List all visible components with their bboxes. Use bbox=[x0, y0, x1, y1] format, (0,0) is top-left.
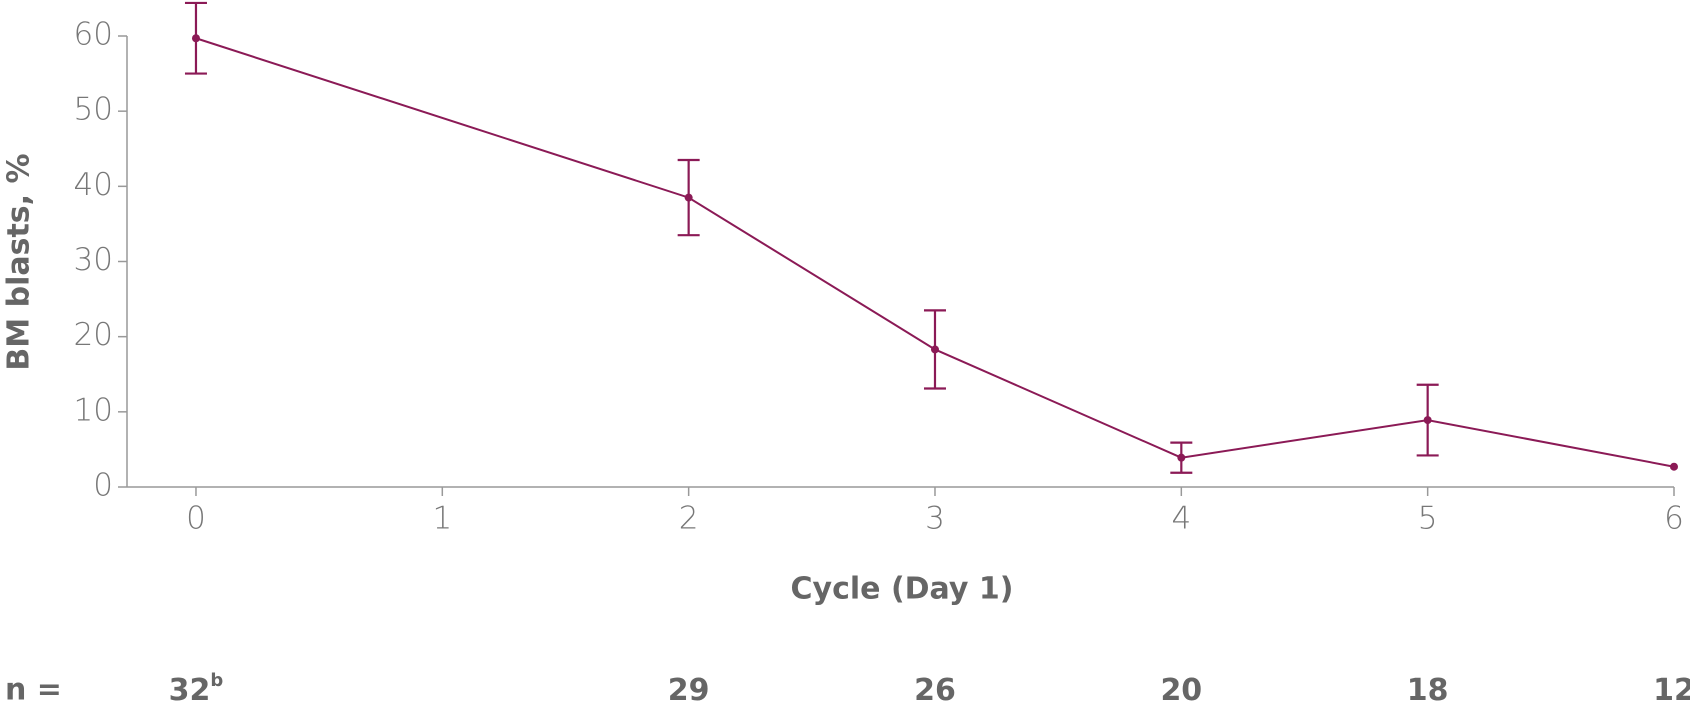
x-tick-label: 5 bbox=[1418, 501, 1438, 537]
y-tick-label: 60 bbox=[74, 17, 113, 53]
line bbox=[195, 37, 1675, 468]
n-count-value: 26 bbox=[914, 673, 956, 708]
n-row-label: n = bbox=[5, 673, 62, 708]
y-tick-label: 10 bbox=[74, 392, 113, 428]
point bbox=[930, 345, 939, 354]
n-count-value: 12 bbox=[1653, 673, 1690, 708]
n-count-value: 32 bbox=[169, 673, 211, 708]
n-count: 32b bbox=[169, 670, 224, 708]
y-tick-label: 40 bbox=[74, 167, 113, 203]
x-tick-label: 3 bbox=[925, 501, 945, 537]
x-tick-label: 1 bbox=[432, 501, 452, 537]
point bbox=[191, 34, 200, 43]
n-count-value: 20 bbox=[1160, 673, 1202, 708]
n-count: 29 bbox=[668, 673, 710, 708]
point bbox=[684, 193, 693, 202]
x-tick-label: 6 bbox=[1664, 501, 1684, 537]
x-axis-title: Cycle (Day 1) bbox=[791, 572, 1014, 607]
y-tick-label: 50 bbox=[74, 92, 113, 128]
n-count-value: 29 bbox=[668, 673, 710, 708]
n-count: 20 bbox=[1160, 673, 1202, 708]
y-tick-label: 20 bbox=[74, 317, 113, 353]
n-count: 12 bbox=[1653, 673, 1690, 708]
n-count: 26 bbox=[914, 673, 956, 708]
n-count-superscript: b bbox=[210, 670, 223, 691]
point bbox=[1423, 416, 1432, 425]
point bbox=[1177, 453, 1186, 462]
n-count: 18 bbox=[1407, 673, 1449, 708]
y-axis-title: BM blasts, % bbox=[2, 153, 37, 370]
x-tick-label: 0 bbox=[186, 501, 206, 537]
n-count-value: 18 bbox=[1407, 673, 1449, 708]
y-tick-label: 0 bbox=[93, 468, 113, 504]
x-tick-label: 4 bbox=[1171, 501, 1191, 537]
x-tick-label: 2 bbox=[679, 501, 699, 537]
y-tick-label: 30 bbox=[74, 242, 113, 278]
point bbox=[1670, 462, 1678, 471]
